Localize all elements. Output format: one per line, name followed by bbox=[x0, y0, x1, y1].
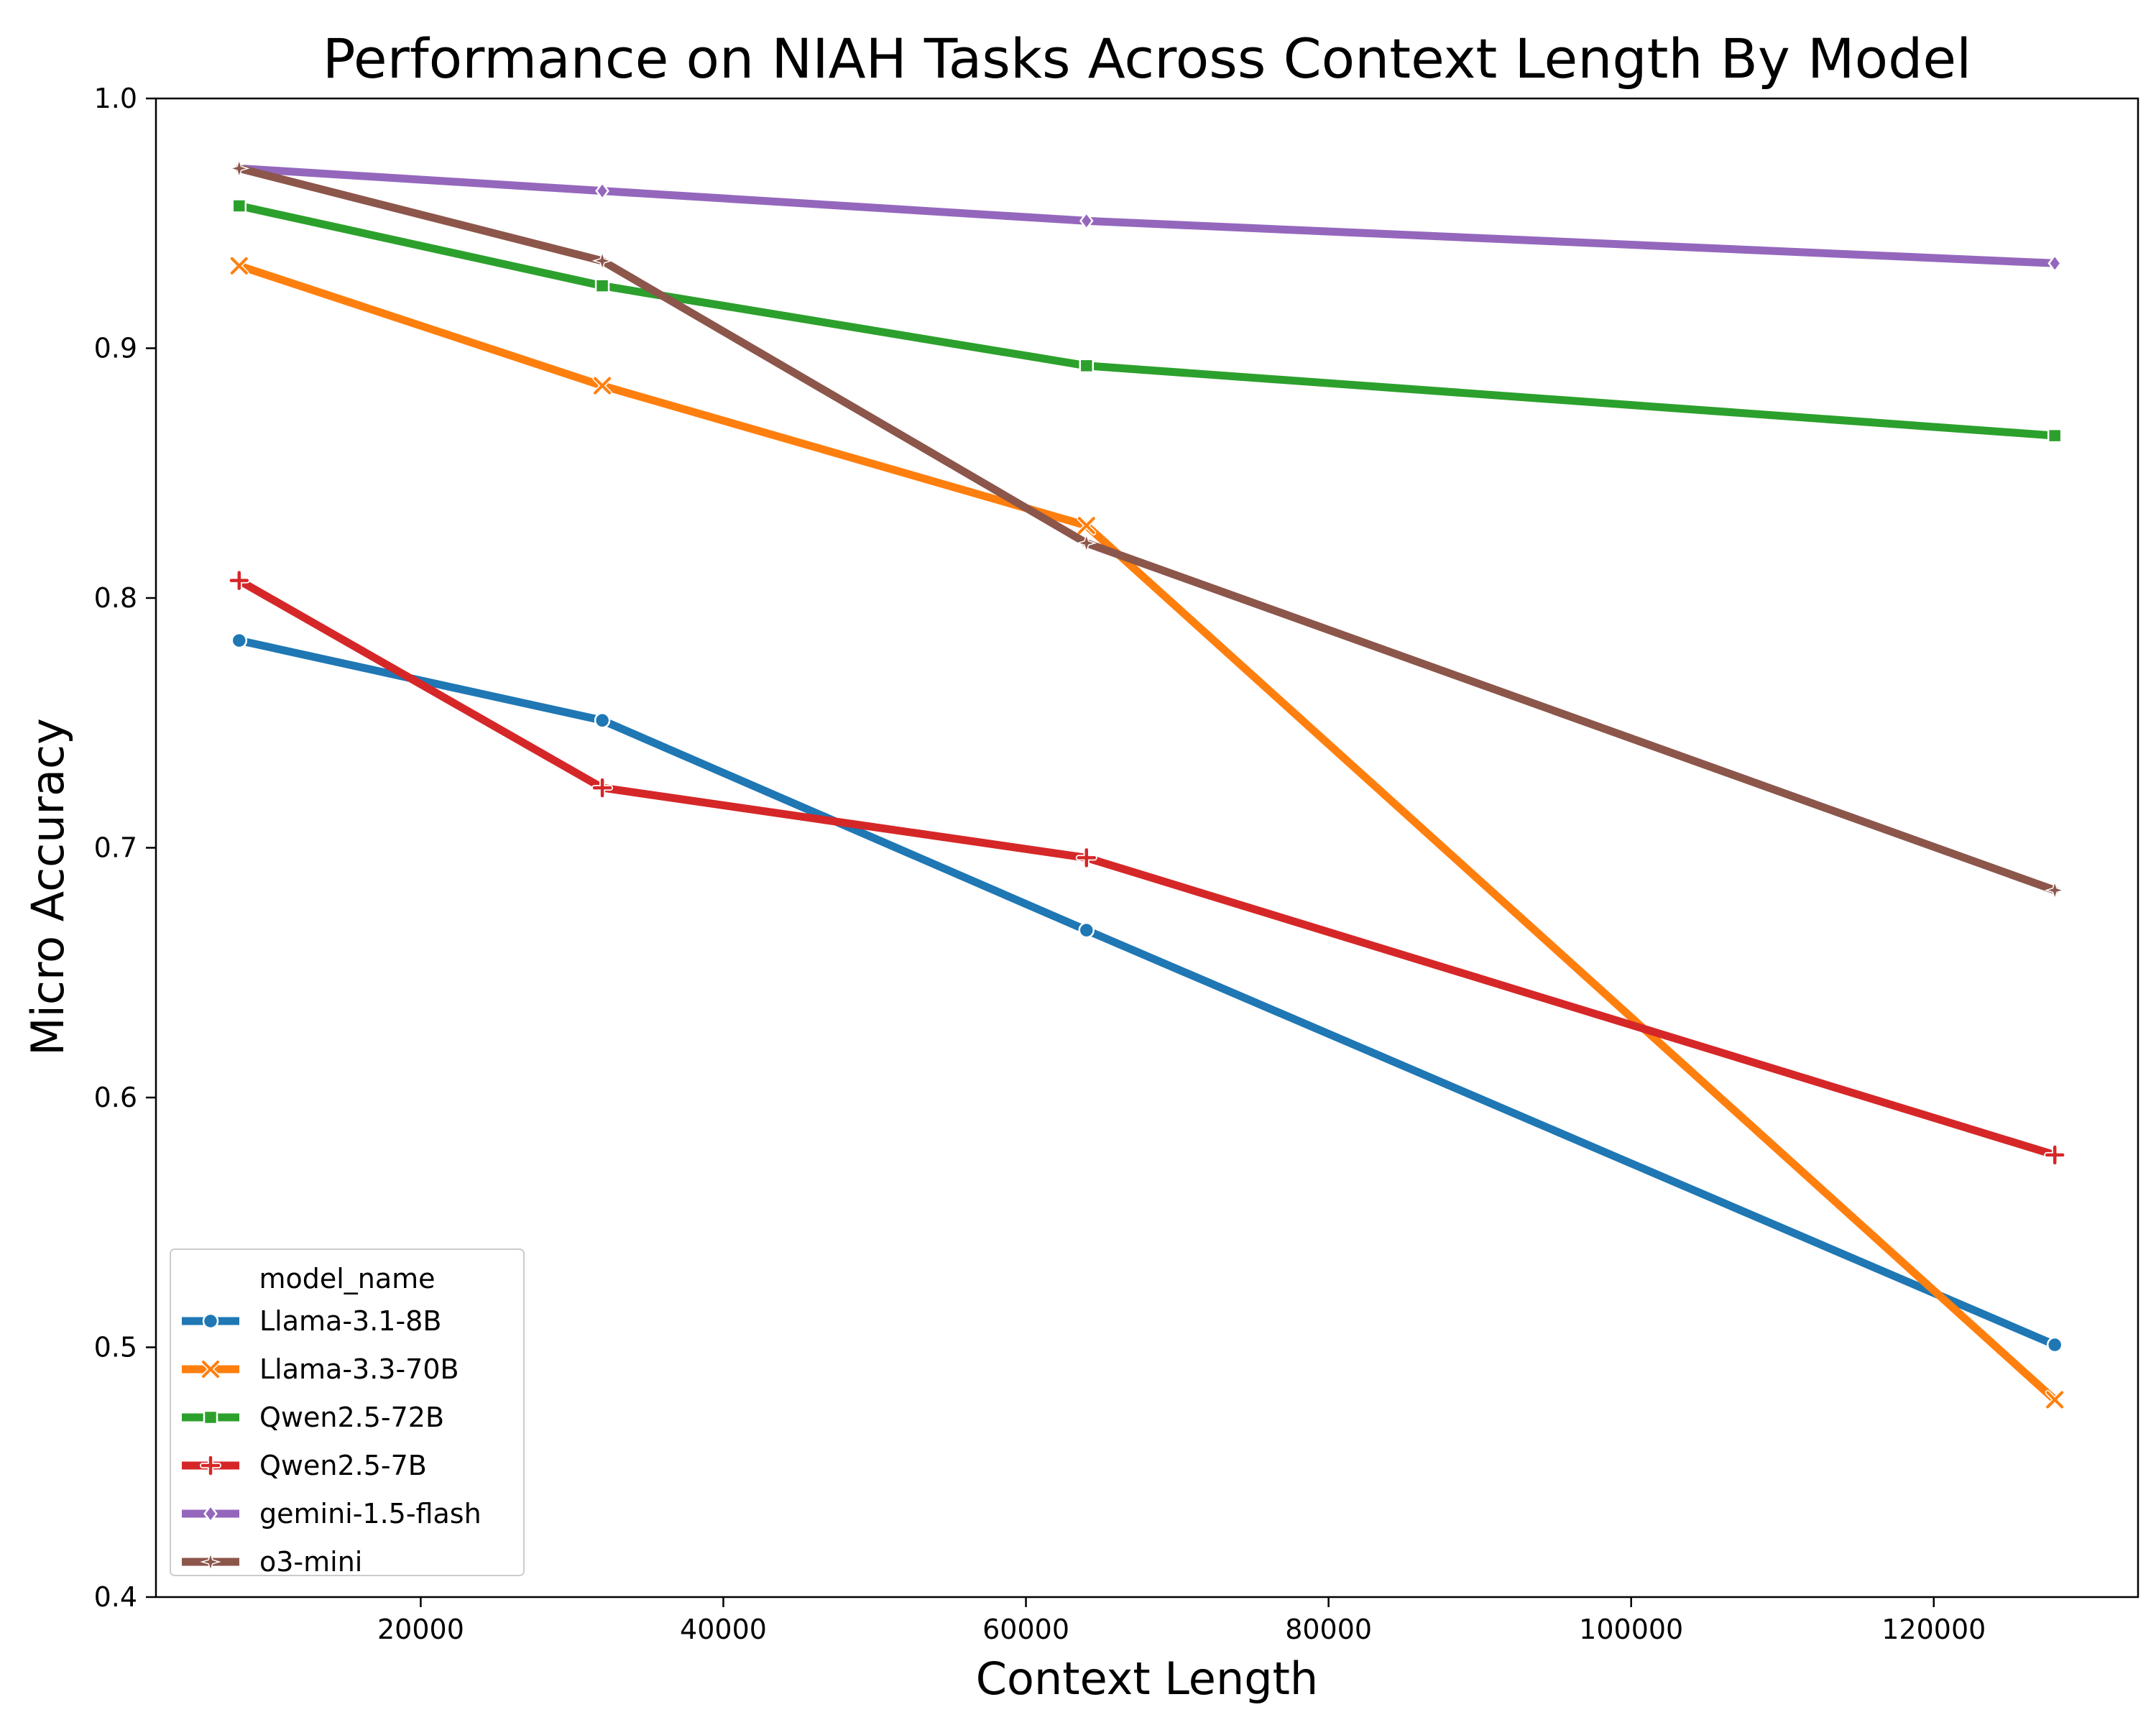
legend-marker bbox=[201, 1359, 221, 1379]
data-point bbox=[2047, 254, 2063, 273]
plot-area bbox=[228, 157, 2066, 1409]
x-tick-label: 60000 bbox=[982, 1614, 1069, 1645]
data-point bbox=[2045, 1389, 2065, 1409]
x-tick-label: 20000 bbox=[377, 1614, 464, 1645]
data-point bbox=[595, 181, 609, 201]
legend-item: o3-mini bbox=[182, 1546, 362, 1578]
legend-label: Qwen2.5-72B bbox=[259, 1402, 444, 1433]
data-point bbox=[2044, 1144, 2066, 1166]
data-point bbox=[594, 278, 610, 293]
legend-item: Llama-3.3-70B bbox=[182, 1353, 459, 1385]
data-point bbox=[2044, 880, 2065, 901]
legend-label: Llama-3.1-8B bbox=[259, 1305, 441, 1337]
series-qwen2-5-7b bbox=[228, 569, 2066, 1166]
legend-marker bbox=[200, 1455, 221, 1476]
y-tick-label: 0.9 bbox=[94, 333, 137, 364]
data-point bbox=[591, 777, 614, 799]
legend-marker bbox=[203, 1409, 218, 1425]
y-tick-label: 0.6 bbox=[94, 1082, 137, 1113]
x-axis-label: Context Length bbox=[976, 1652, 1318, 1705]
series-line bbox=[235, 164, 2059, 267]
series-line bbox=[235, 201, 2059, 440]
data-point bbox=[1079, 358, 1095, 374]
axes: 20000 40000 60000 80000 100000 120000 0.4 0.5 0.… bbox=[94, 83, 2139, 1645]
legend-marker bbox=[200, 1551, 221, 1573]
series-line bbox=[235, 262, 2059, 1404]
data-point bbox=[228, 569, 250, 592]
chart-title: Performance on NIAH Tasks Across Context… bbox=[323, 27, 1971, 91]
series-line bbox=[235, 164, 2059, 895]
x-tick-label: 100000 bbox=[1579, 1614, 1683, 1645]
legend-item: Llama-3.1-8B bbox=[182, 1305, 441, 1337]
data-point bbox=[1076, 533, 1097, 554]
x-tick-label: 80000 bbox=[1285, 1614, 1372, 1645]
data-point bbox=[1079, 211, 1094, 231]
x-tick-label: 120000 bbox=[1881, 1614, 1986, 1645]
data-point bbox=[1077, 515, 1097, 535]
data-point bbox=[231, 198, 247, 213]
data-point bbox=[2047, 428, 2063, 443]
legend: model_name Llama-3.1-8B Llama-3.3-70B Qwen2… bbox=[170, 1248, 525, 1578]
data-point bbox=[229, 256, 249, 276]
data-point bbox=[2046, 1336, 2063, 1353]
legend-marker bbox=[203, 1504, 218, 1524]
data-point bbox=[231, 632, 248, 649]
legend-box bbox=[170, 1248, 525, 1576]
y-tick-label: 0.8 bbox=[94, 582, 137, 614]
y-axis-label: Micro Accuracy bbox=[22, 718, 74, 1056]
y-tick-label: 0.4 bbox=[94, 1581, 137, 1613]
legend-label: Qwen2.5-7B bbox=[259, 1450, 427, 1481]
data-point bbox=[229, 157, 250, 179]
data-point bbox=[1075, 847, 1097, 869]
x-tick-label: 40000 bbox=[680, 1614, 767, 1645]
legend-item: Qwen2.5-72B bbox=[182, 1402, 444, 1433]
series-line bbox=[235, 576, 2059, 1159]
data-point bbox=[591, 250, 613, 272]
series-qwen2-5-72b bbox=[231, 198, 2063, 443]
legend-item: gemini-1.5-flash bbox=[182, 1498, 482, 1530]
legend-label: gemini-1.5-flash bbox=[259, 1498, 482, 1530]
legend-label: Llama-3.3-70B bbox=[259, 1353, 459, 1385]
series-llama-3-3-70b bbox=[229, 256, 2065, 1409]
legend-marker bbox=[202, 1312, 219, 1330]
y-tick-label: 0.5 bbox=[94, 1332, 137, 1363]
data-point bbox=[594, 712, 611, 729]
y-tick-label: 0.7 bbox=[94, 832, 137, 864]
y-tick-label: 1.0 bbox=[94, 83, 137, 114]
series-o3-mini bbox=[229, 157, 2065, 901]
data-point bbox=[1078, 921, 1095, 939]
legend-title: model_name bbox=[259, 1263, 435, 1294]
legend-label: o3-mini bbox=[259, 1546, 362, 1578]
data-point bbox=[592, 376, 612, 396]
legend-item: Qwen2.5-7B bbox=[182, 1450, 427, 1481]
